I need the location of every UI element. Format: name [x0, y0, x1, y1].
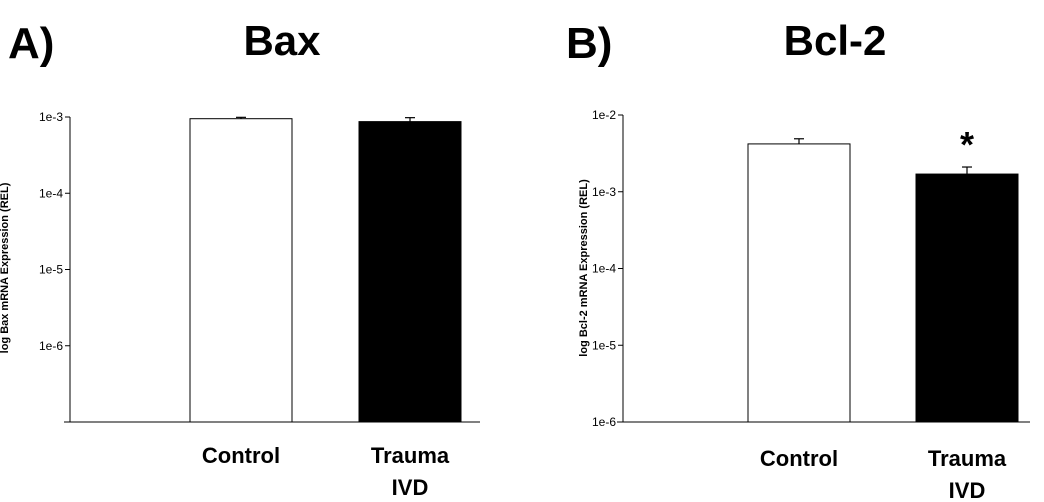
significance-marker: *	[960, 124, 974, 165]
x-category-label: Control	[202, 443, 280, 468]
x-category-label: Control	[760, 446, 838, 471]
chart-title: Bax	[243, 17, 321, 64]
panel-letter: A)	[8, 19, 54, 68]
bar-1	[915, 173, 1019, 423]
chart-title: Bcl-2	[784, 17, 887, 64]
x-category-label: Trauma IVD	[371, 443, 450, 500]
y-axis-label: log Bax mRNA Expression (REL)	[0, 182, 11, 353]
y-tick-label: 1e-3	[39, 110, 63, 124]
bar-1	[358, 121, 462, 423]
y-tick-label: 1e-6	[39, 339, 63, 353]
y-tick-label: 1e-5	[592, 338, 616, 352]
x-category-label: Trauma IVD	[928, 446, 1007, 502]
panel-letter: B)	[566, 19, 612, 68]
y-tick-label: 1e-3	[592, 185, 616, 199]
y-tick-label: 1e-2	[592, 108, 616, 122]
y-axis-label: log Bcl-2 mRNA Expression (REL)	[578, 179, 590, 357]
y-tick-label: 1e-5	[39, 263, 63, 277]
bar-0	[189, 118, 293, 423]
y-tick-label: 1e-4	[592, 262, 616, 276]
bar-0	[747, 143, 851, 423]
y-tick-label: 1e-6	[592, 415, 616, 429]
chart-panel-0: A) Bax 1e-6 1e-5 1e-4 1e-3 log Bax mRNA Expres…	[0, 17, 480, 500]
y-tick-label: 1e-4	[39, 186, 63, 200]
chart-panel-1: B) Bcl-2 1e-6 1e-5 1e-4 1e-3 1e-2 log Bcl-2 mRN…	[566, 17, 1030, 502]
